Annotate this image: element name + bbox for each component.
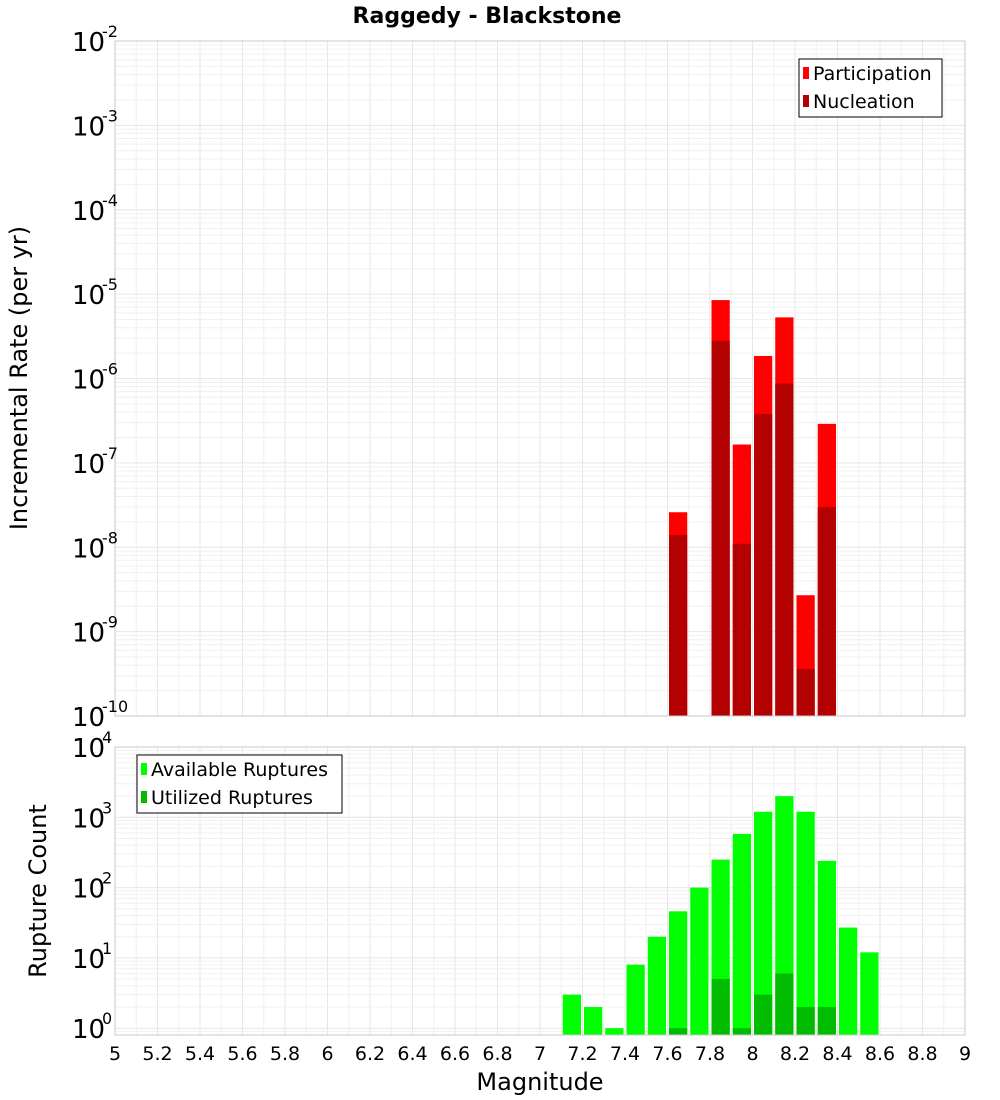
bottom-plot-frame [114, 746, 966, 1036]
x-tick-label: 8.6 [865, 1043, 895, 1065]
top-y-tick-exponent: -9 [102, 613, 118, 632]
bottom-bar-available-ruptures [732, 833, 751, 1035]
bottom-y-axis-label: Rupture Count [24, 804, 52, 978]
top-y-tick-exponent: -10 [102, 697, 128, 716]
bottom-bar-utilized-ruptures [669, 1028, 688, 1035]
top-y-tick-exponent: -3 [102, 106, 118, 125]
x-tick-label: 8.4 [822, 1043, 852, 1065]
top-y-axis-label: Incremental Rate (per yr) [5, 226, 33, 530]
x-tick-label: 5.6 [227, 1043, 257, 1065]
bottom-y-tick-label: 10 [72, 1015, 105, 1045]
bottom-bar-utilized-ruptures [754, 994, 773, 1035]
x-tick-label: 5.2 [142, 1043, 172, 1065]
bottom-legend-label: Available Ruptures [151, 759, 328, 781]
top-y-tick-label: 10 [72, 366, 105, 396]
top-bar-nucleation [796, 669, 815, 716]
bottom-bar-available-ruptures [584, 1007, 603, 1035]
x-tick-label: 5 [109, 1043, 121, 1065]
top-y-tick-label: 10 [72, 450, 105, 480]
x-tick-label: 7.6 [652, 1043, 682, 1065]
bottom-bar-utilized-ruptures [775, 973, 794, 1035]
top-legend [798, 58, 943, 118]
x-tick-label: 6.6 [440, 1043, 470, 1065]
bottom-y-tick-label: 10 [72, 734, 105, 764]
bottom-y-tick-exponent: 4 [102, 728, 112, 747]
top-plot-frame [114, 40, 966, 717]
bottom-legend [136, 754, 343, 814]
top-y-tick-label: 10 [72, 112, 105, 142]
top-bar-nucleation [669, 534, 688, 716]
top-y-tick-label: 10 [72, 534, 105, 564]
bottom-bar-available-ruptures [669, 911, 688, 1035]
bottom-bar-available-ruptures [562, 994, 581, 1035]
top-y-tick-label: 10 [72, 619, 105, 649]
bottom-legend-swatch [141, 791, 147, 803]
bottom-bar-available-ruptures [647, 936, 666, 1035]
top-y-tick-exponent: -7 [102, 444, 118, 463]
bottom-bar-utilized-ruptures [732, 1028, 751, 1035]
top-y-tick-label: 10 [72, 28, 105, 58]
x-tick-label: 9 [959, 1043, 971, 1065]
x-tick-label: 6.4 [397, 1043, 427, 1065]
bottom-bar-available-ruptures [754, 811, 773, 1035]
top-legend-label: Participation [813, 63, 932, 85]
x-tick-label: 5.4 [185, 1043, 215, 1065]
x-tick-label: 7.2 [567, 1043, 597, 1065]
top-bar-nucleation [732, 543, 751, 716]
bottom-y-tick-exponent: 1 [102, 939, 112, 958]
bottom-y-tick-exponent: 2 [102, 869, 112, 888]
top-y-tick-label: 10 [72, 281, 105, 311]
bottom-bar-utilized-ruptures [817, 1007, 836, 1035]
bottom-bar-available-ruptures [839, 927, 858, 1035]
top-y-tick-exponent: -5 [102, 275, 118, 294]
bottom-bar-available-ruptures [626, 964, 645, 1035]
chart-title: Raggedy - Blackstone [353, 4, 622, 29]
top-bar-nucleation [775, 383, 794, 716]
top-y-tick-label: 10 [72, 703, 105, 733]
bottom-bar-available-ruptures [605, 1028, 624, 1035]
x-tick-label: 6 [321, 1043, 333, 1065]
top-y-tick-exponent: -8 [102, 528, 118, 547]
x-tick-label: 7 [534, 1043, 546, 1065]
x-tick-label: 5.8 [270, 1043, 300, 1065]
x-tick-label: 8 [746, 1043, 758, 1065]
bottom-bar-utilized-ruptures [711, 979, 730, 1035]
x-tick-label: 8.2 [780, 1043, 810, 1065]
bottom-y-tick-label: 10 [72, 945, 105, 975]
top-bar-nucleation [711, 340, 730, 716]
bottom-y-tick-exponent: 0 [102, 1009, 112, 1028]
bottom-bar-available-ruptures [796, 811, 815, 1035]
top-y-tick-exponent: -4 [102, 191, 118, 210]
top-legend-label: Nucleation [813, 91, 915, 113]
top-y-tick-label: 10 [72, 197, 105, 227]
bottom-bar-utilized-ruptures [796, 1007, 815, 1035]
bottom-bar-available-ruptures [860, 952, 879, 1035]
x-tick-label: 8.8 [907, 1043, 937, 1065]
bottom-legend-swatch [141, 763, 147, 775]
x-tick-label: 7.8 [695, 1043, 725, 1065]
top-legend-swatch [803, 95, 809, 107]
x-axis-label: Magnitude [476, 1068, 603, 1096]
x-tick-label: 6.8 [482, 1043, 512, 1065]
top-legend-swatch [803, 67, 809, 79]
top-bar-nucleation [754, 413, 773, 716]
x-tick-label: 7.4 [610, 1043, 640, 1065]
top-y-tick-exponent: -2 [102, 22, 118, 41]
top-plot-area: 10-1010-910-810-710-610-510-410-310-2Par… [72, 22, 966, 733]
x-tick-label: 6.2 [355, 1043, 385, 1065]
top-bar-nucleation [817, 506, 836, 716]
bottom-legend-label: Utilized Ruptures [151, 787, 313, 809]
bottom-y-tick-exponent: 3 [102, 798, 112, 817]
top-y-tick-exponent: -6 [102, 360, 118, 379]
bottom-y-tick-label: 10 [72, 875, 105, 905]
bottom-bar-available-ruptures [690, 887, 709, 1035]
bottom-bar-available-ruptures [817, 860, 836, 1035]
bottom-y-tick-label: 10 [72, 804, 105, 834]
